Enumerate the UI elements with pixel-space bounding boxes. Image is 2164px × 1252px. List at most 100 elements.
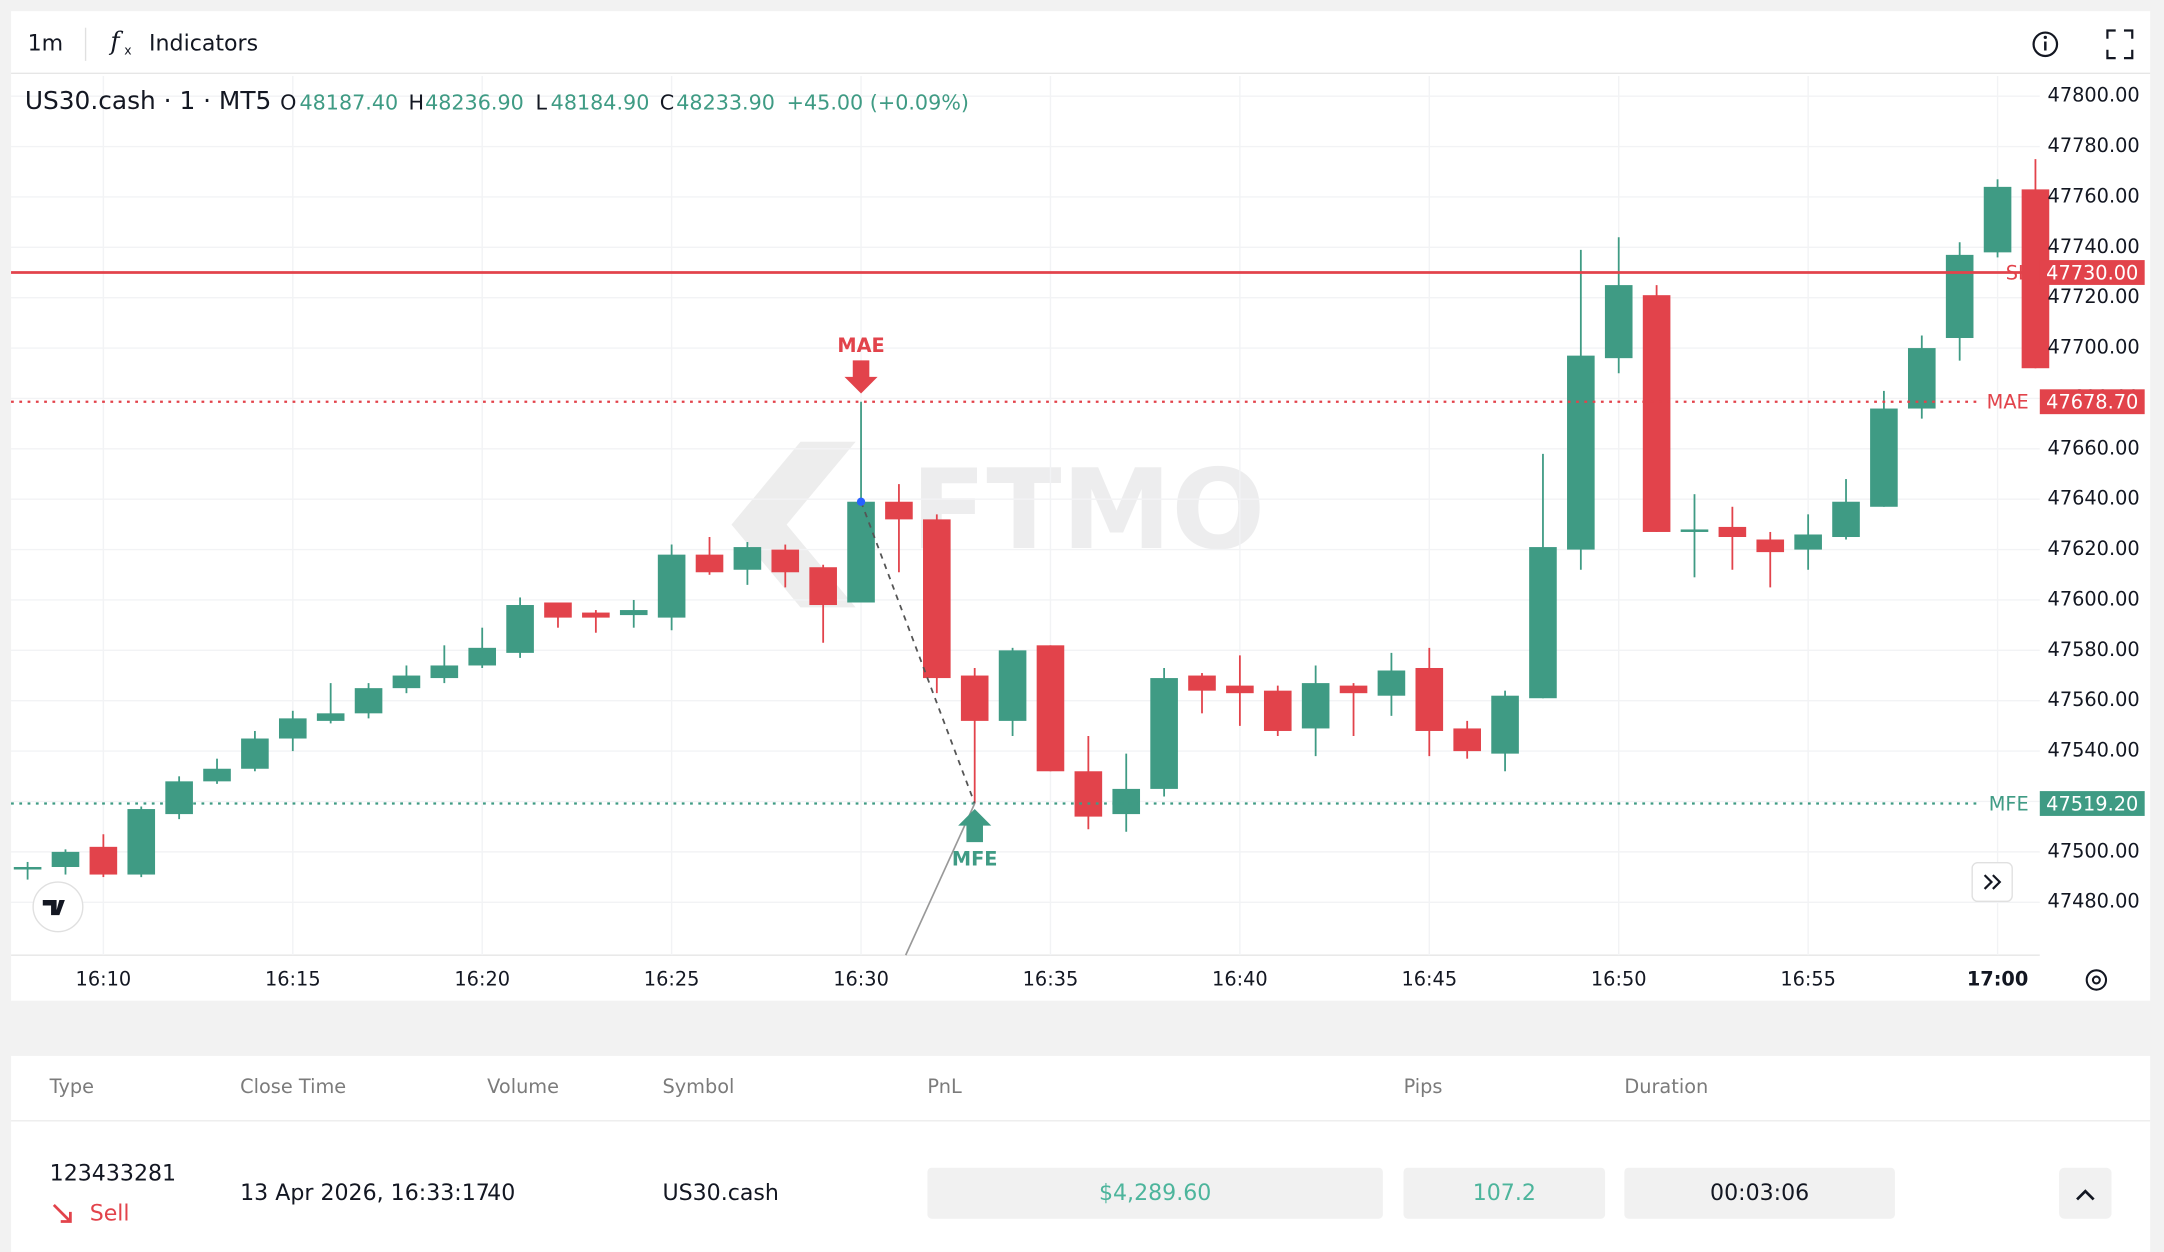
candle-body	[430, 665, 459, 679]
y-tick-label: 47540.00	[2048, 739, 2140, 762]
pips: 107.2	[1473, 1181, 1536, 1206]
table-panel	[11, 1055, 2151, 1252]
fx-icon-sub: x	[124, 43, 131, 58]
column-header: Volume	[487, 1075, 559, 1098]
trade-side: Sell	[90, 1202, 130, 1227]
y-tick-label: 47800.00	[2048, 84, 2140, 107]
ohlc-value: 48184.90	[551, 91, 650, 115]
level-name: MAE	[1987, 391, 2029, 414]
ohlc-value: 48187.40	[299, 91, 398, 115]
level-name: MFE	[1989, 792, 2029, 815]
collapse-button[interactable]	[2059, 1167, 2112, 1219]
x-tick-label: 16:15	[265, 967, 321, 990]
ohlc-value: 48233.90	[676, 91, 775, 115]
candle-body	[923, 519, 951, 679]
x-tick-label: 16:45	[1401, 967, 1457, 990]
y-tick-label: 47660.00	[2048, 436, 2140, 459]
candle-body	[695, 554, 724, 573]
column-header: Pips	[1404, 1075, 1443, 1098]
close-time: 13 Apr 2026, 16:33:17	[240, 1181, 490, 1206]
x-tick-label: 16:25	[644, 967, 700, 990]
candle-body	[582, 612, 610, 618]
y-tick-label: 47700.00	[2048, 336, 2140, 359]
y-tick-label: 47500.00	[2048, 839, 2140, 862]
indicators-button[interactable]: Indicators	[149, 31, 258, 56]
candle-body	[1453, 728, 1481, 752]
candle-body	[885, 501, 913, 520]
column-header: Type	[49, 1075, 94, 1098]
x-tick-label: 16:30	[833, 967, 889, 990]
pips-box	[1403, 1167, 1606, 1219]
column-header: Close Time	[240, 1075, 346, 1098]
column-header: PnL	[927, 1075, 962, 1098]
price-tag	[2039, 260, 2145, 285]
candle-body	[203, 768, 231, 782]
ohlc-key: L	[535, 91, 547, 115]
watermark-logo	[731, 441, 856, 608]
x-tick-label: 16:35	[1023, 967, 1079, 990]
trade-id: 123433281	[50, 1162, 176, 1187]
plot	[11, 159, 2050, 956]
candle-body	[241, 738, 269, 769]
info-icon	[2032, 31, 2059, 58]
mfe-label: MFE	[952, 848, 998, 871]
candle-body	[354, 688, 383, 714]
entry-dot	[856, 497, 866, 506]
x-tick-label: 16:10	[76, 967, 132, 990]
info-button[interactable]	[2032, 31, 2059, 58]
x-tick-label: 16:40	[1212, 967, 1268, 990]
candle-body	[506, 605, 534, 653]
candle-body	[1112, 788, 1141, 815]
candle-body	[1870, 408, 1898, 507]
x-tick-label: 16:20	[454, 967, 510, 990]
trade-path	[860, 501, 976, 804]
price-tag-label: 47678.70	[2046, 391, 2138, 414]
candle-body	[1945, 254, 1974, 339]
price-tag-label: 47519.20	[2046, 792, 2138, 815]
candle-body	[1983, 186, 2012, 253]
watermark: FTMO	[731, 441, 1265, 608]
candle-body	[847, 501, 875, 603]
candle-body	[316, 713, 345, 721]
candle-body	[1036, 645, 1065, 772]
mfe-arrow	[958, 809, 992, 843]
column-header: Duration	[1624, 1075, 1708, 1098]
candle-body	[13, 866, 42, 870]
y-tick-label: 47600.00	[2048, 587, 2140, 610]
settings-icon	[2091, 975, 2101, 985]
candle-body	[392, 675, 421, 689]
fullscreen-button[interactable]	[2106, 29, 2134, 60]
candle-body	[278, 718, 307, 739]
settings-button[interactable]	[2085, 969, 2108, 991]
candle-body	[1339, 685, 1368, 694]
symbol: US30.cash	[662, 1181, 778, 1206]
candle-body	[1567, 355, 1595, 550]
candle-body	[1226, 685, 1254, 694]
candle-body	[1907, 348, 1936, 409]
trade-table: Type Close Time Volume Symbol PnL Pips D…	[11, 1075, 2151, 1227]
tv-logo-mark	[42, 899, 65, 916]
info-icon	[2043, 35, 2047, 40]
candle-body	[771, 549, 800, 573]
level-name: SL	[2006, 261, 2029, 284]
y-tick-label: 47780.00	[2048, 134, 2140, 157]
pnl-box	[927, 1167, 1383, 1219]
candle-body	[1604, 285, 1633, 359]
candle-body	[1263, 690, 1292, 731]
chart-panel	[11, 11, 2151, 1001]
ohlc-key: O	[280, 91, 296, 115]
candle-body	[468, 647, 497, 666]
candle-body	[165, 781, 193, 815]
interval-button[interactable]: 1m	[28, 31, 64, 56]
candle-body	[1642, 295, 1671, 532]
x-tick-label: 16:50	[1591, 967, 1647, 990]
candle-body	[89, 846, 118, 875]
candle-body	[1718, 526, 1747, 538]
y-tick-label: 47480.00	[2048, 890, 2140, 913]
y-tick-label: 47720.00	[2048, 285, 2140, 308]
scroll-icon	[1983, 874, 2002, 890]
duration: 00:03:06	[1710, 1181, 1809, 1206]
candle-body	[51, 851, 80, 867]
